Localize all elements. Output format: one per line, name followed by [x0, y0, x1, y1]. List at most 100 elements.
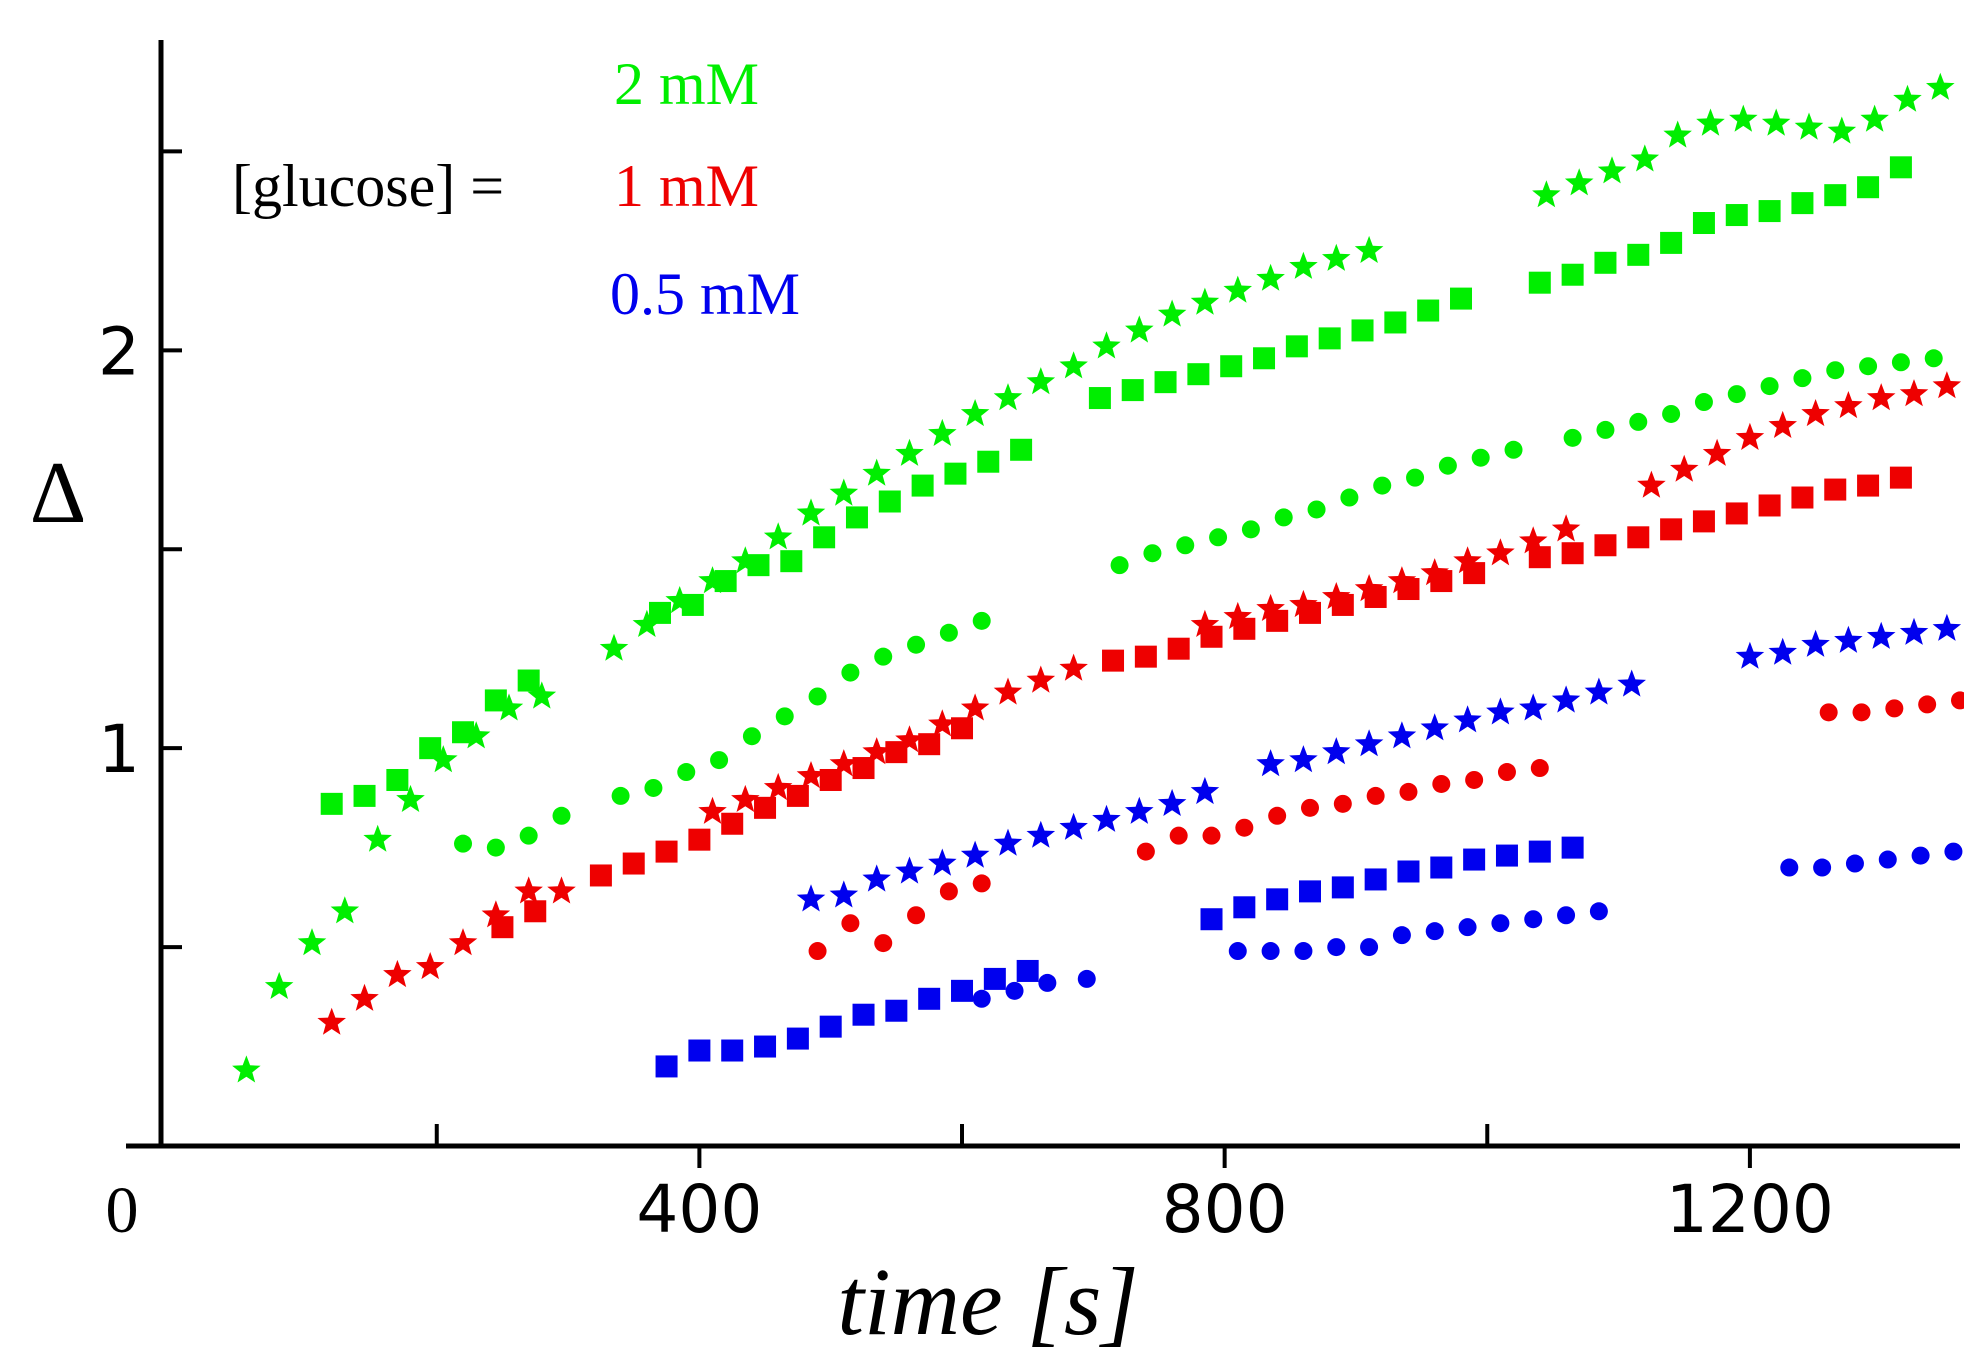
marker-circle [1176, 536, 1195, 555]
marker-square [1167, 637, 1190, 660]
marker-circle [644, 778, 663, 797]
marker-star [960, 693, 990, 721]
legend-entry-1mM: 1 mM [614, 153, 759, 219]
marker-star [1729, 104, 1758, 132]
marker-square [754, 1035, 777, 1058]
legend-entry-2mM: 2 mM [614, 51, 759, 117]
marker-circle [1005, 981, 1024, 1000]
marker-square [754, 796, 777, 819]
marker-star [363, 824, 392, 852]
marker-star [1059, 812, 1088, 840]
marker-star [232, 1055, 261, 1083]
marker-square [918, 733, 941, 756]
marker-square [819, 1015, 842, 1038]
marker-star [1827, 116, 1857, 144]
marker-square [1450, 287, 1473, 310]
marker-star [928, 709, 957, 737]
marker-square [1889, 156, 1912, 179]
marker-square [852, 757, 875, 780]
marker-star [1866, 621, 1896, 649]
marker-star [415, 952, 445, 980]
marker-circle [972, 874, 991, 893]
y-axis-title: Δ [30, 445, 87, 542]
marker-square [1233, 896, 1256, 919]
marker-star [494, 693, 524, 721]
marker-star [1735, 422, 1765, 450]
marker-square [622, 852, 645, 875]
marker-circle [907, 906, 926, 925]
marker-square [1397, 860, 1420, 883]
marker-star [1860, 104, 1889, 132]
marker-star [862, 458, 891, 486]
marker-circle [710, 751, 729, 770]
marker-circle [775, 707, 794, 726]
marker-star [895, 725, 924, 753]
marker-star [1125, 315, 1154, 343]
marker-star [383, 959, 412, 988]
x-tick-label: 1200 [1666, 1171, 1834, 1248]
marker-square [885, 741, 908, 764]
marker-star [632, 609, 662, 637]
marker-circle [874, 647, 893, 666]
marker-square [1102, 649, 1125, 672]
marker-square [1758, 494, 1781, 517]
marker-star [960, 840, 990, 868]
marker-circle [939, 882, 958, 901]
marker-circle [907, 635, 926, 654]
marker-star [1696, 108, 1725, 136]
marker-star [1026, 820, 1056, 848]
marker-star [330, 896, 360, 924]
marker-circle [1360, 938, 1379, 957]
marker-circle [677, 763, 696, 782]
marker-square [648, 601, 671, 624]
marker-star [993, 677, 1023, 705]
marker-star [1932, 371, 1962, 399]
marker-star [1584, 677, 1614, 705]
marker-star [1322, 243, 1351, 271]
marker-square [589, 864, 612, 887]
marker-square [878, 490, 901, 513]
marker-square [1660, 518, 1683, 541]
marker-star [481, 900, 511, 928]
marker-square [1495, 844, 1518, 867]
marker-square [951, 979, 974, 1002]
marker-circle [742, 727, 761, 746]
marker-square [1134, 645, 1157, 668]
marker-circle [1760, 377, 1779, 396]
marker-square [1725, 204, 1748, 227]
marker-circle [1629, 412, 1648, 431]
marker-star [862, 864, 891, 892]
marker-square [517, 669, 540, 692]
marker-star [1453, 546, 1482, 574]
marker-circle [1662, 404, 1681, 423]
marker-star [1899, 379, 1929, 407]
marker-star [1617, 669, 1646, 697]
marker-star [731, 546, 760, 574]
marker-circle [1891, 353, 1910, 372]
marker-square [1200, 625, 1223, 648]
marker-circle [1399, 782, 1418, 801]
marker-square [983, 967, 1006, 990]
marker-square [1857, 176, 1880, 199]
marker-star [993, 828, 1023, 856]
marker-star [1223, 275, 1252, 303]
marker-square [1253, 347, 1276, 370]
marker-circle [1228, 942, 1247, 961]
marker-star [895, 438, 924, 466]
marker-square [747, 554, 770, 577]
marker-square [386, 768, 409, 791]
marker-star [527, 681, 557, 709]
marker-circle [1038, 973, 1057, 992]
marker-square [1824, 184, 1847, 207]
marker-circle [1136, 842, 1155, 861]
marker-star [1761, 108, 1791, 136]
y-tick-label: 1 [98, 711, 140, 788]
marker-circle [1458, 918, 1477, 937]
marker-square [1692, 510, 1715, 533]
marker-star [829, 880, 859, 908]
marker-circle [454, 834, 473, 853]
marker-square [1200, 908, 1223, 931]
marker-star [763, 522, 793, 550]
marker-circle [1209, 528, 1228, 547]
marker-star [993, 383, 1023, 411]
